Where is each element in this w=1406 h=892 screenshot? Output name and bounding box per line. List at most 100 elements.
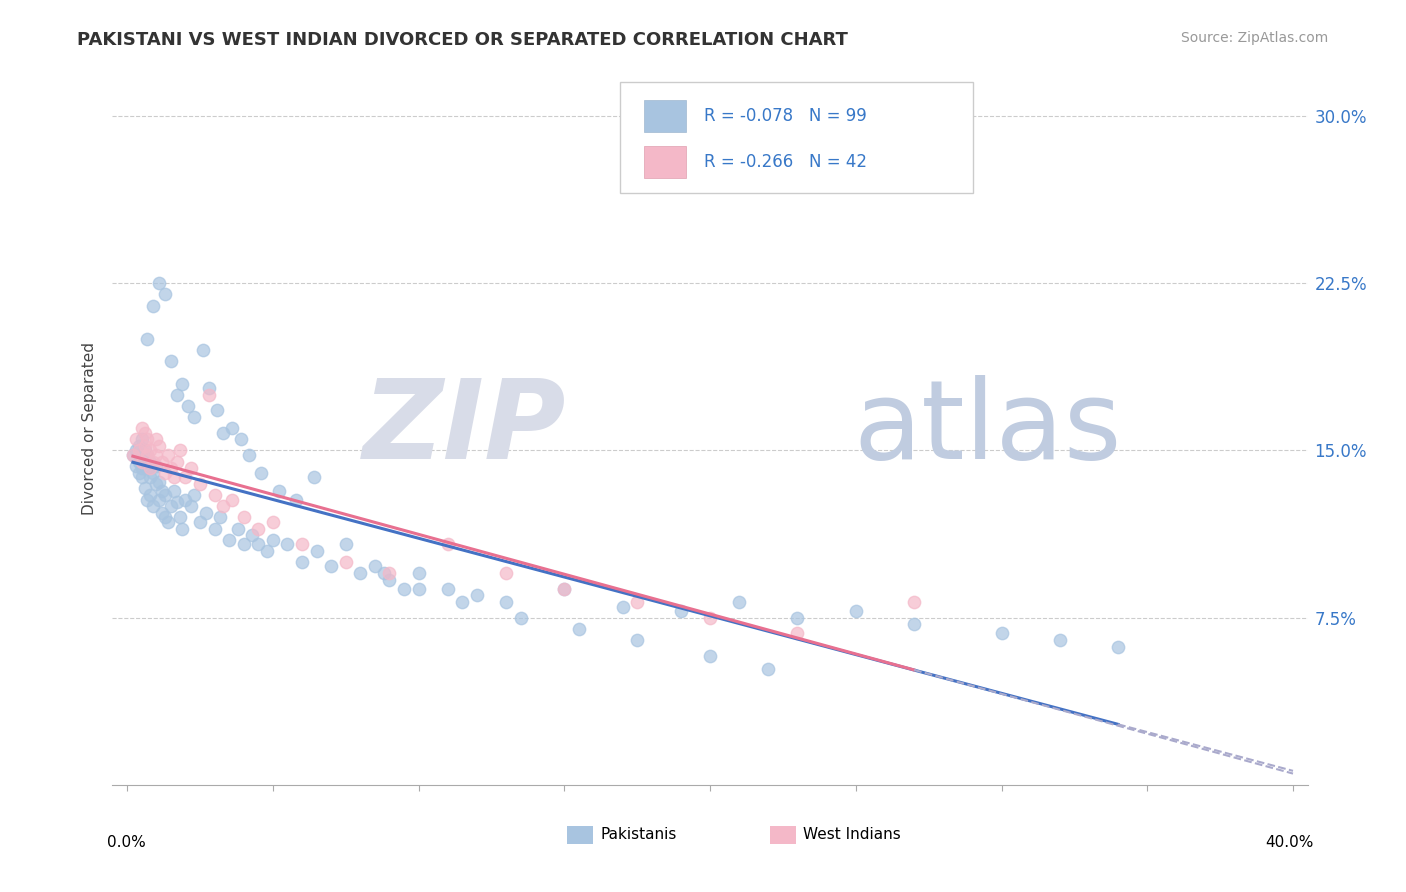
Point: [134, 439, 156, 453]
Point: [232, 510, 254, 524]
Point: [669, 604, 692, 618]
Point: [134, 425, 156, 440]
Point: [150, 455, 173, 469]
Point: [145, 476, 167, 491]
Point: [194, 506, 217, 520]
Point: [131, 450, 153, 464]
Point: [172, 376, 194, 391]
Point: [139, 443, 162, 458]
Point: [207, 403, 229, 417]
Point: [145, 433, 167, 447]
Bar: [644, 100, 686, 132]
Point: [378, 566, 401, 581]
Point: [247, 537, 270, 551]
Point: [148, 439, 170, 453]
Point: [335, 537, 357, 551]
Point: [903, 595, 925, 609]
Point: [267, 483, 290, 498]
Text: R = -0.266   N = 42: R = -0.266 N = 42: [704, 153, 868, 171]
Point: [204, 521, 226, 535]
Point: [509, 611, 531, 625]
Point: [148, 277, 170, 291]
Text: ZIP: ZIP: [363, 375, 567, 482]
Point: [903, 617, 925, 632]
Point: [139, 488, 162, 502]
Point: [262, 533, 284, 547]
Point: [169, 443, 191, 458]
Point: [128, 439, 150, 453]
Point: [156, 515, 179, 529]
Point: [163, 470, 186, 484]
Text: PAKISTANI VS WEST INDIAN DIVORCED OR SEPARATED CORRELATION CHART: PAKISTANI VS WEST INDIAN DIVORCED OR SEP…: [77, 31, 848, 49]
Point: [553, 582, 575, 596]
Point: [183, 488, 205, 502]
Point: [136, 332, 159, 346]
Point: [212, 500, 235, 514]
Point: [145, 459, 167, 474]
Point: [218, 533, 240, 547]
Point: [495, 595, 517, 609]
Point: [156, 448, 179, 462]
Point: [285, 492, 308, 507]
Point: [238, 448, 260, 462]
Point: [305, 544, 328, 558]
Point: [188, 476, 211, 491]
Point: [364, 559, 387, 574]
Point: [125, 433, 148, 447]
Point: [142, 466, 165, 480]
Text: West Indians: West Indians: [803, 828, 901, 842]
Point: [177, 399, 200, 413]
Point: [191, 343, 214, 358]
Point: [134, 455, 156, 469]
Point: [122, 448, 145, 462]
Point: [125, 459, 148, 474]
Point: [756, 662, 779, 676]
Point: [163, 483, 186, 498]
Point: [335, 555, 357, 569]
Point: [786, 626, 808, 640]
Point: [436, 537, 458, 551]
Point: [169, 510, 191, 524]
Point: [131, 461, 153, 475]
Point: [139, 461, 162, 475]
Bar: [644, 146, 686, 178]
Point: [122, 448, 145, 462]
Point: [276, 537, 298, 551]
Y-axis label: Divorced or Separated: Divorced or Separated: [82, 342, 97, 515]
Point: [197, 381, 219, 395]
Point: [134, 482, 156, 496]
Point: [786, 611, 808, 625]
Point: [242, 528, 264, 542]
Point: [229, 433, 252, 447]
Text: R = -0.078   N = 99: R = -0.078 N = 99: [704, 107, 868, 125]
Point: [148, 492, 170, 507]
Text: 40.0%: 40.0%: [1265, 835, 1313, 850]
Point: [131, 433, 153, 447]
Point: [1049, 633, 1071, 648]
Point: [197, 387, 219, 401]
Point: [378, 573, 401, 587]
Point: [142, 455, 165, 469]
Point: [183, 410, 205, 425]
Point: [136, 448, 159, 462]
Point: [153, 488, 176, 502]
Point: [131, 470, 153, 484]
Text: atlas: atlas: [853, 375, 1122, 482]
Point: [172, 521, 194, 535]
Point: [166, 494, 188, 508]
Text: Pakistanis: Pakistanis: [600, 828, 676, 842]
Bar: [567, 826, 593, 844]
Point: [136, 433, 159, 447]
Point: [291, 555, 314, 569]
Point: [247, 521, 270, 535]
Point: [148, 475, 170, 489]
Point: [131, 455, 153, 469]
Bar: [770, 826, 796, 844]
Point: [145, 448, 167, 462]
Point: [174, 470, 197, 484]
Point: [408, 566, 430, 581]
Point: [153, 287, 176, 301]
Point: [174, 492, 197, 507]
Point: [150, 483, 173, 498]
Point: [845, 604, 868, 618]
